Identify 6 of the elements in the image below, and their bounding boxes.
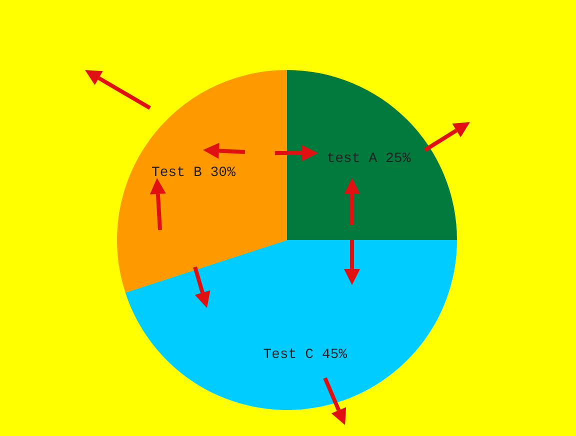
slice-label: Test B 30% [151,164,236,181]
pie-slice [125,240,457,410]
pie-slice [287,70,457,240]
slice-label: Test C 45% [263,346,348,363]
pie-slice [117,70,287,293]
slice-label: test A 25% [326,150,412,167]
